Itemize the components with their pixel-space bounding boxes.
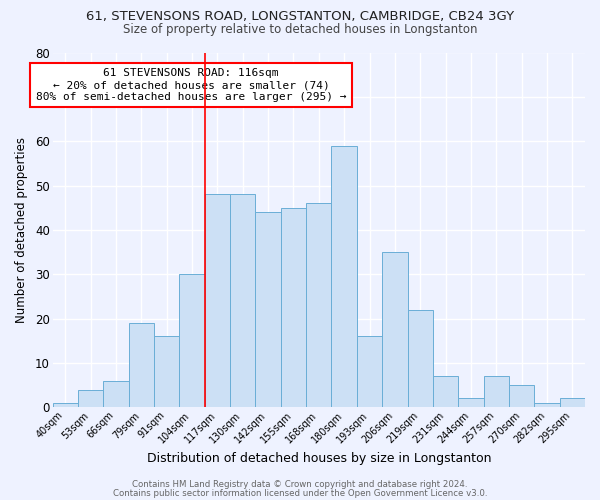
Bar xyxy=(484,376,509,408)
Bar xyxy=(205,194,230,408)
Bar xyxy=(560,398,585,407)
Bar xyxy=(509,385,534,407)
Y-axis label: Number of detached properties: Number of detached properties xyxy=(15,137,28,323)
Bar xyxy=(281,208,306,408)
Bar xyxy=(306,204,331,408)
Text: Size of property relative to detached houses in Longstanton: Size of property relative to detached ho… xyxy=(123,22,477,36)
Bar xyxy=(382,252,407,408)
Bar xyxy=(78,390,103,407)
Text: Contains public sector information licensed under the Open Government Licence v3: Contains public sector information licen… xyxy=(113,488,487,498)
Bar xyxy=(433,376,458,408)
Text: Contains HM Land Registry data © Crown copyright and database right 2024.: Contains HM Land Registry data © Crown c… xyxy=(132,480,468,489)
Bar xyxy=(154,336,179,407)
Bar xyxy=(458,398,484,407)
Bar xyxy=(230,194,256,408)
Bar xyxy=(53,403,78,407)
Text: 61 STEVENSONS ROAD: 116sqm
← 20% of detached houses are smaller (74)
80% of semi: 61 STEVENSONS ROAD: 116sqm ← 20% of deta… xyxy=(36,68,346,102)
Bar xyxy=(357,336,382,407)
Bar xyxy=(331,146,357,408)
Bar xyxy=(128,323,154,407)
Bar xyxy=(179,274,205,407)
Bar xyxy=(103,380,128,407)
X-axis label: Distribution of detached houses by size in Longstanton: Distribution of detached houses by size … xyxy=(146,452,491,465)
Text: 61, STEVENSONS ROAD, LONGSTANTON, CAMBRIDGE, CB24 3GY: 61, STEVENSONS ROAD, LONGSTANTON, CAMBRI… xyxy=(86,10,514,23)
Bar xyxy=(534,403,560,407)
Bar xyxy=(256,212,281,408)
Bar xyxy=(407,310,433,408)
